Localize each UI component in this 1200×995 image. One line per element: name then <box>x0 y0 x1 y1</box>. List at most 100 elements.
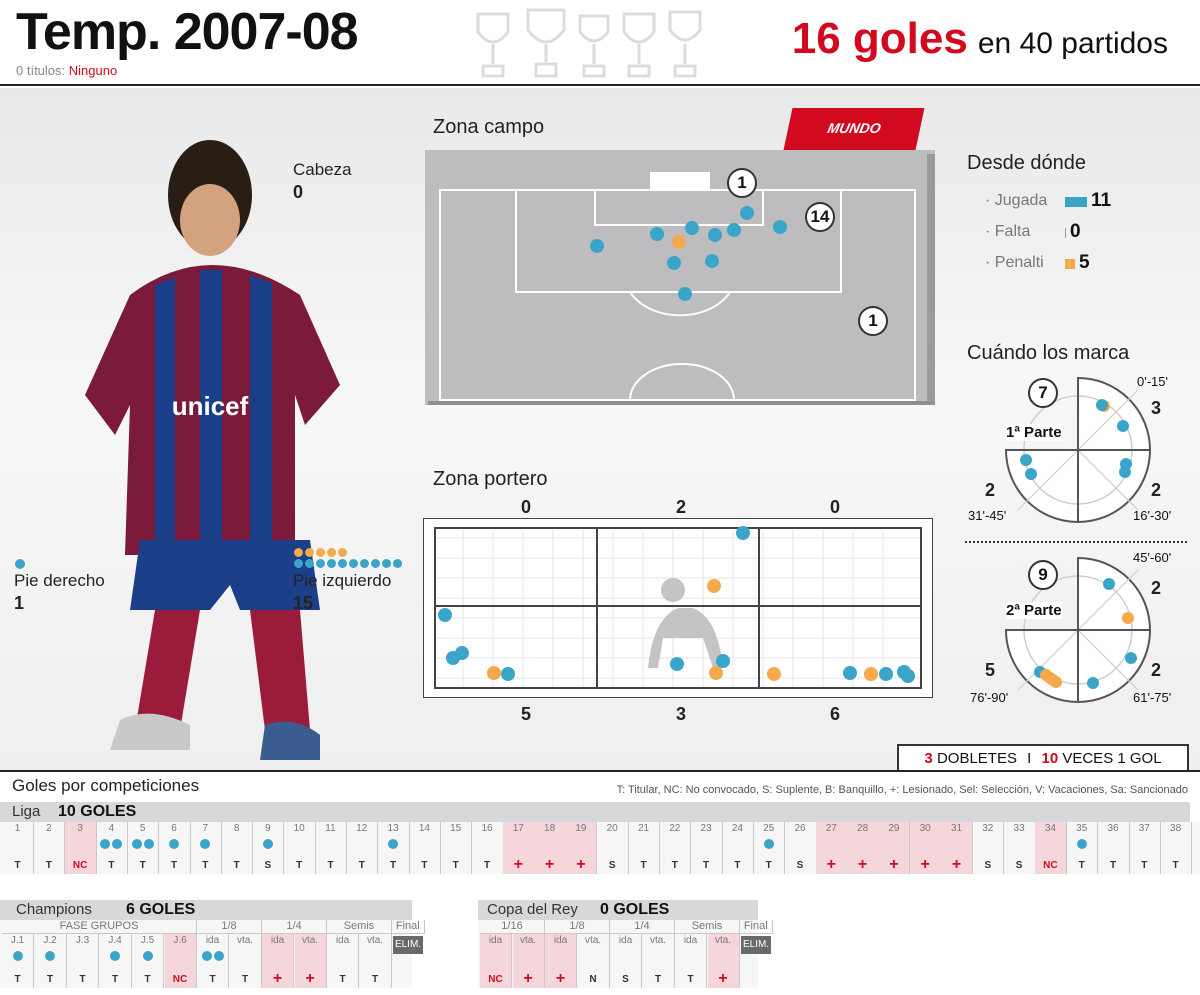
field-goal-dot <box>650 227 664 241</box>
stage-header: Semis <box>327 920 392 934</box>
match-goals <box>545 951 576 963</box>
match-status: NC <box>172 974 188 985</box>
column-divider <box>408 822 410 874</box>
stage-header: 1/8 <box>197 920 262 934</box>
highlight-cell <box>707 934 739 988</box>
column-divider <box>690 822 692 874</box>
match-goals <box>315 839 346 851</box>
highlight-cell <box>909 822 941 874</box>
match-goals <box>295 951 326 963</box>
goal-dot <box>327 548 336 557</box>
match-number: 30 <box>919 823 931 834</box>
q1-label: 0'-15' <box>1137 374 1168 389</box>
right-foot-dot <box>14 556 26 574</box>
match-number: 25 <box>763 823 775 834</box>
match-number: 16 <box>481 823 493 834</box>
match-cell: vta. + <box>513 920 544 988</box>
match-status: T <box>1141 860 1148 871</box>
match-goals <box>659 839 690 851</box>
match-status: T <box>46 974 54 985</box>
match-status: S <box>796 860 804 871</box>
match-goals <box>691 839 722 851</box>
match-number: 28 <box>857 823 869 834</box>
liga-matches: 1 T 2 T 3 NC 4 T 5 T 6 T 7 T 8 T 9 S 10 T 11 T 12 T 13 T 14 T 15 T 16 T… <box>0 822 1200 874</box>
match-status: + <box>513 856 523 873</box>
match-number: ida <box>488 935 503 946</box>
goal-dot <box>338 548 347 557</box>
competitions-title: Goles por competiciones <box>12 776 200 795</box>
match-number: J.2 <box>43 935 57 946</box>
match-cell: 33 S <box>1004 822 1035 874</box>
match-goals <box>360 951 391 963</box>
match-status: T <box>1172 860 1179 871</box>
column-divider <box>511 934 512 988</box>
field-goal-dot <box>705 254 719 268</box>
liga-name: Liga <box>12 803 41 820</box>
match-goals <box>262 951 293 963</box>
copa-band: Copa del Rey 0 GOLES <box>478 900 758 920</box>
match-cell: 18 + <box>534 822 565 874</box>
field-goal-dot <box>678 287 692 301</box>
match-status: T <box>390 860 397 871</box>
match-status: + <box>544 856 555 873</box>
match-cell: 14 T <box>409 822 440 874</box>
match-number: 11 <box>325 823 336 834</box>
match-number: 23 <box>700 823 712 834</box>
titles-label: 0 títulos: <box>16 63 66 78</box>
first-half-clock <box>1004 376 1151 523</box>
match-cell: 24 T <box>722 822 753 874</box>
column-divider <box>627 822 629 874</box>
match-goals <box>578 951 609 963</box>
match-number: 14 <box>418 823 430 834</box>
match-status: T <box>687 974 694 985</box>
goal-bottom-left: 5 <box>521 704 532 724</box>
match-goals <box>610 951 641 963</box>
match-goals <box>753 839 784 851</box>
liga-band: Liga 10 GOLES <box>0 802 1190 822</box>
match-goals <box>1129 839 1160 851</box>
match-cell: 16 T <box>472 822 503 874</box>
right-foot-label: Pie derecho <box>14 571 105 590</box>
goal-zone-dot <box>709 666 723 680</box>
match-cell: J.4 T <box>100 920 131 988</box>
goal-dot <box>12 951 23 961</box>
match-status: T <box>233 860 240 871</box>
match-number: 19 <box>575 823 587 834</box>
match-cell: 37 T <box>1129 822 1160 874</box>
from-where-value: 0 <box>1070 221 1081 242</box>
match-status: T <box>202 860 209 871</box>
column-divider <box>33 934 34 988</box>
match-cell: ida + <box>545 920 576 988</box>
match-goals <box>2 839 33 851</box>
match-number: 37 <box>1138 823 1150 834</box>
match-goals <box>472 839 503 851</box>
brand-logo: MUNDO DEPORTIVO <box>783 108 925 176</box>
match-status: + <box>305 970 315 987</box>
match-cell: J.6 NC <box>165 920 196 988</box>
field-goal-dot <box>740 206 754 220</box>
match-goals <box>252 839 283 851</box>
match-cell: ida T <box>327 920 358 988</box>
column-divider <box>95 822 97 874</box>
goal-zone-dot <box>707 579 721 593</box>
goal-zone-dot <box>879 667 893 681</box>
column-divider <box>283 822 285 874</box>
match-status: T <box>209 974 216 985</box>
match-goals <box>513 951 544 963</box>
column-divider <box>641 934 642 988</box>
column-divider <box>608 934 610 988</box>
match-cell: 10 T <box>284 822 315 874</box>
match-cell: 26 S <box>785 822 816 874</box>
highlight-cell <box>545 934 576 988</box>
match-goals <box>378 839 409 851</box>
match-goals <box>722 839 753 851</box>
highlight-cell <box>64 822 96 874</box>
match-goals <box>346 839 377 851</box>
match-number: 20 <box>606 823 618 834</box>
match-status: N <box>589 974 597 985</box>
match-status: S <box>984 860 992 871</box>
match-goals <box>197 951 228 963</box>
